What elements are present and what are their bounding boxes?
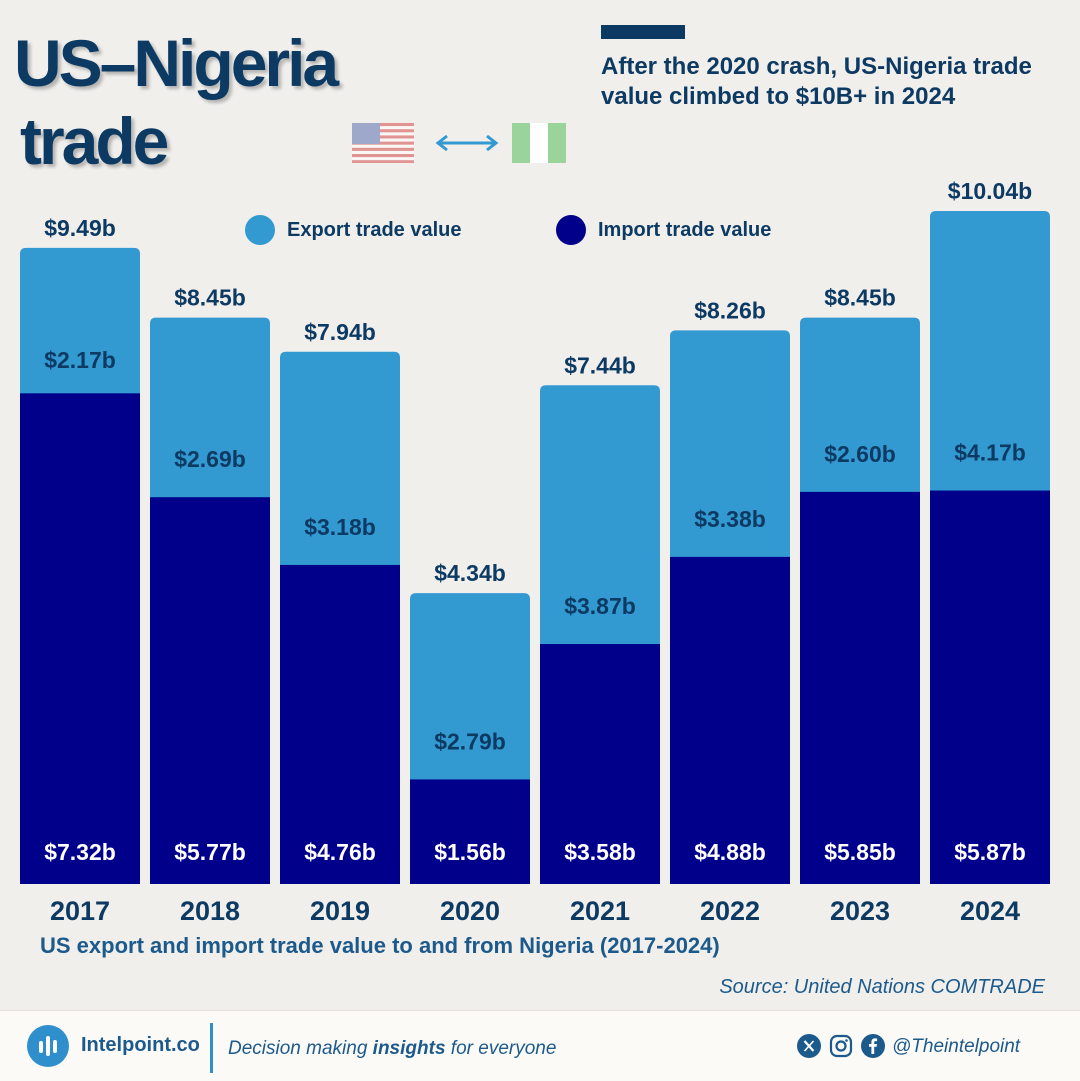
bar-export-2022 — [670, 330, 790, 558]
tick-label-2020: 2020 — [440, 896, 500, 926]
instagram-icon[interactable] — [829, 1034, 853, 1058]
stacked-bar-chart: $9.49b $2.17b $7.32b 2017 $8.45b $2.69b $5.77b… — [20, 178, 1050, 926]
label-export-2024: $4.17b — [954, 440, 1026, 466]
label-total-2022: $8.26b — [694, 297, 766, 323]
bar-export-2019 — [280, 351, 400, 566]
label-import-2022: $4.88b — [694, 839, 766, 865]
label-import-2019: $4.76b — [304, 839, 376, 865]
tick-label-2019: 2019 — [310, 896, 370, 926]
flag-exchange — [352, 123, 566, 163]
tick-label-2018: 2018 — [180, 896, 240, 926]
label-export-2023: $2.60b — [824, 441, 896, 467]
label-total-2023: $8.45b — [824, 285, 896, 311]
bar-import-2022 — [670, 556, 790, 884]
tick-label-2022: 2022 — [700, 896, 760, 926]
label-export-2021: $3.87b — [564, 593, 636, 619]
bar-export-2021 — [540, 385, 660, 646]
legend-import: Import trade value — [556, 214, 771, 246]
label-export-2019: $3.18b — [304, 514, 376, 540]
nigeria-flag-icon — [512, 123, 566, 163]
label-total-2018: $8.45b — [174, 285, 246, 311]
bar-import-2018 — [150, 497, 270, 884]
tagline: Decision making insights for everyone — [228, 1038, 556, 1060]
tagline-post: for everyone — [445, 1038, 557, 1059]
legend-import-label: Import trade value — [598, 218, 772, 241]
social-handle[interactable]: @Theintelpoint — [892, 1036, 1021, 1057]
tick-label-2017: 2017 — [50, 896, 110, 926]
label-total-2019: $7.94b — [304, 319, 376, 345]
bar-import-2024 — [930, 490, 1050, 884]
bar-import-2023 — [800, 491, 920, 884]
label-total-2024: $10.04b — [948, 178, 1032, 204]
bar-export-2017 — [20, 247, 140, 395]
us-flag-icon — [352, 123, 414, 163]
footer: Intelpoint.co Decision making insights f… — [0, 1010, 1080, 1081]
tagline-pre: Decision making — [228, 1038, 373, 1059]
label-export-2020: $2.79b — [434, 728, 506, 754]
brand-name[interactable]: Intelpoint.co — [81, 1034, 200, 1056]
tick-label-2023: 2023 — [830, 896, 890, 926]
double-arrow-icon — [435, 134, 499, 152]
label-import-2018: $5.77b — [174, 839, 246, 865]
tick-label-2021: 2021 — [570, 896, 630, 926]
label-export-2018: $2.69b — [174, 446, 246, 472]
subtitle: After the 2020 crash, US-Nigeria trade v… — [601, 53, 1032, 110]
subtitle-accent-bar — [601, 25, 685, 39]
tagline-bold: insights — [372, 1038, 446, 1059]
facebook-icon[interactable] — [861, 1034, 885, 1058]
footer-divider — [210, 1023, 213, 1073]
label-total-2017: $9.49b — [44, 215, 116, 241]
legend-export-label: Export trade value — [287, 218, 462, 241]
bar-export-2023 — [800, 317, 920, 493]
legend-export-swatch — [245, 215, 275, 245]
bar-import-2021 — [540, 644, 660, 884]
bar-import-2020 — [410, 779, 530, 884]
bar-import-2019 — [280, 564, 400, 884]
legend-import-swatch — [556, 215, 586, 245]
source-note: Source: United Nations COMTRADE — [719, 976, 1045, 998]
label-export-2017: $2.17b — [44, 347, 116, 373]
label-total-2020: $4.34b — [434, 560, 506, 586]
label-import-2023: $5.85b — [824, 839, 896, 865]
chart-caption: US export and import trade value to and … — [40, 933, 720, 958]
bar-export-2020 — [410, 593, 530, 781]
bar-export-2018 — [150, 317, 270, 499]
page-title: US–Nigeria trade — [14, 24, 434, 180]
label-import-2024: $5.87b — [954, 839, 1026, 865]
label-import-2017: $7.32b — [44, 839, 116, 865]
title-line-1: US–Nigeria — [14, 26, 339, 100]
label-export-2022: $3.38b — [694, 506, 766, 532]
bar-chart-icon — [27, 1025, 69, 1067]
bar-import-2017 — [20, 393, 140, 884]
x-icon[interactable] — [797, 1034, 821, 1058]
tick-label-2024: 2024 — [960, 896, 1020, 926]
label-import-2021: $3.58b — [564, 839, 636, 865]
title-line-2: trade — [20, 104, 169, 178]
label-total-2021: $7.44b — [564, 352, 636, 378]
label-import-2020: $1.56b — [434, 839, 506, 865]
legend-export: Export trade value — [245, 214, 462, 246]
bar-export-2024 — [930, 211, 1050, 492]
